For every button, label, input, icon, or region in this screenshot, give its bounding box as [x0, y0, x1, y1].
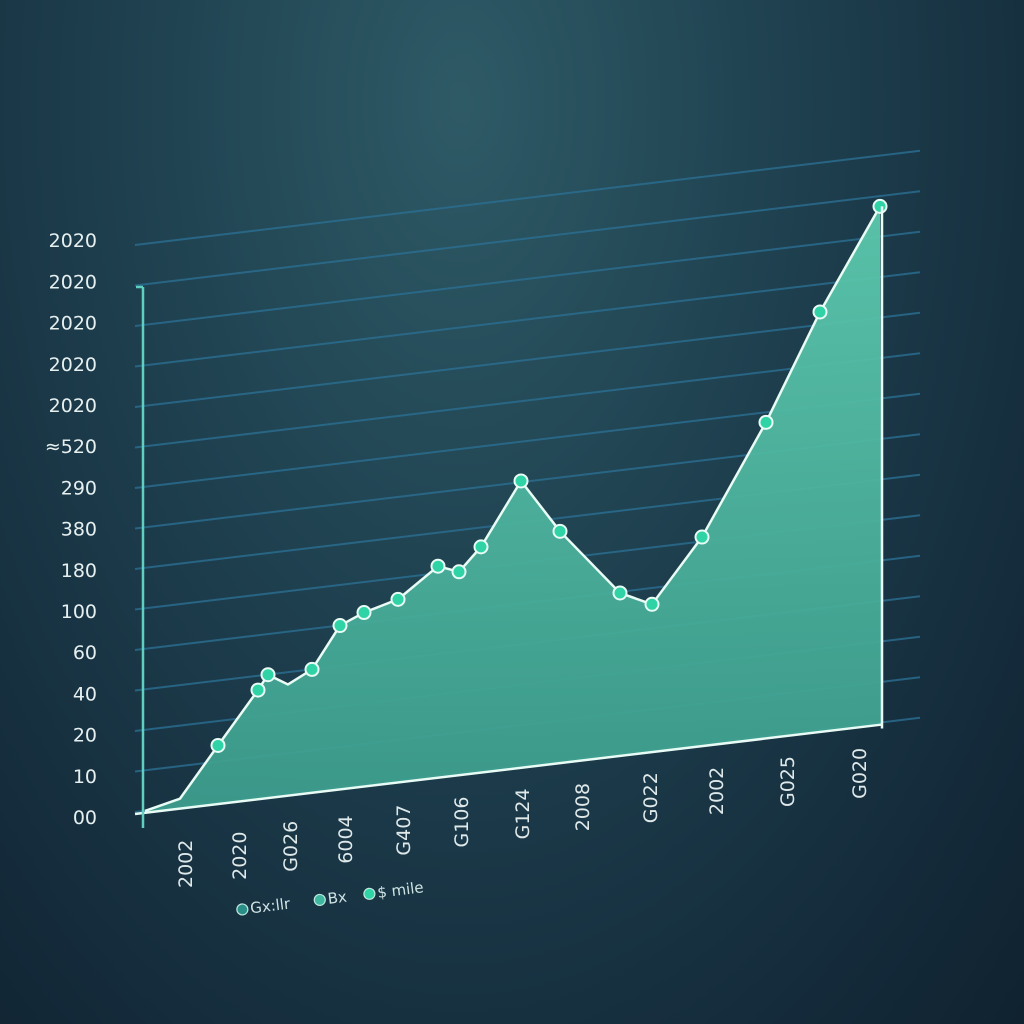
x-tick-label: 2008: [572, 783, 594, 831]
x-tick-label: G025: [777, 756, 799, 807]
y-tick-label: 40: [73, 683, 97, 705]
gridline: [134, 149, 921, 246]
x-tick-label: G026: [280, 821, 302, 872]
y-tick-label: 380: [61, 519, 97, 541]
x-tick-label: G022: [640, 772, 662, 823]
y-tick-label: 2020: [49, 354, 97, 376]
y-tick-label: 2020: [49, 395, 97, 417]
data-point: [390, 591, 406, 607]
gridline: [134, 271, 921, 368]
y-tick-label: 100: [61, 601, 97, 623]
legend-label: Gx:llr: [249, 895, 292, 918]
y-tick-label: 2020: [49, 271, 97, 293]
legend-swatch: [363, 887, 376, 900]
data-point: [812, 304, 828, 320]
data-point: [872, 198, 888, 214]
legend-swatch: [313, 893, 326, 907]
data-point: [430, 558, 446, 574]
x-tick-label: G020: [849, 748, 871, 799]
data-point: [304, 661, 320, 677]
legend-label: $ mile: [376, 878, 424, 902]
data-point: [260, 667, 276, 683]
data-point: [332, 618, 348, 634]
data-point: [356, 605, 372, 621]
x-tick-label: G106: [451, 797, 473, 848]
gridline: [134, 190, 921, 287]
data-point: [694, 529, 710, 545]
area-fill: [145, 206, 882, 813]
data-point: [513, 473, 529, 489]
gridline: [134, 230, 921, 327]
area-baseline: [134, 723, 883, 816]
data-point: [451, 564, 467, 580]
data-point: [644, 596, 660, 612]
y-axis-ticks: 00 10 20 40 60 100 180 380 290 ≈520 2020 2020 2020 20…: [45, 230, 97, 829]
data-point: [758, 414, 774, 430]
legend-swatch: [236, 903, 249, 916]
data-point: [552, 523, 568, 539]
y-tick-label: 2020: [49, 313, 97, 335]
axes: [136, 206, 884, 828]
area-series: [134, 198, 888, 816]
data-point: [612, 585, 628, 601]
y-tick-label: 00: [73, 807, 97, 829]
legend-label: Bx: [327, 888, 348, 908]
x-tick-label: 6004: [335, 815, 357, 863]
y-tick-label: 2020: [49, 230, 97, 252]
x-tick-label: 2002: [706, 767, 728, 815]
data-point: [250, 682, 266, 698]
x-tick-label: G124: [512, 788, 534, 839]
x-tick-label: 2020: [229, 832, 251, 880]
gridline: [134, 311, 921, 408]
y-tick-label: 290: [61, 477, 97, 499]
y-tick-label: ≈520: [45, 436, 97, 458]
gridline: [134, 352, 921, 449]
x-tick-label: 2002: [175, 840, 197, 888]
y-tick-label: 180: [61, 560, 97, 582]
x-tick-label: G407: [393, 805, 415, 856]
legend: Gx:llr Bx $ mile: [236, 878, 425, 918]
y-tick-label: 10: [73, 766, 97, 788]
data-point: [210, 737, 226, 753]
data-point: [473, 539, 489, 555]
y-tick-label: 60: [73, 642, 97, 664]
y-tick-label: 20: [73, 725, 97, 747]
x-axis-ticks: 2002 2020 G026 6004 G407 G106 G124 2008 G022 2002…: [175, 748, 871, 888]
